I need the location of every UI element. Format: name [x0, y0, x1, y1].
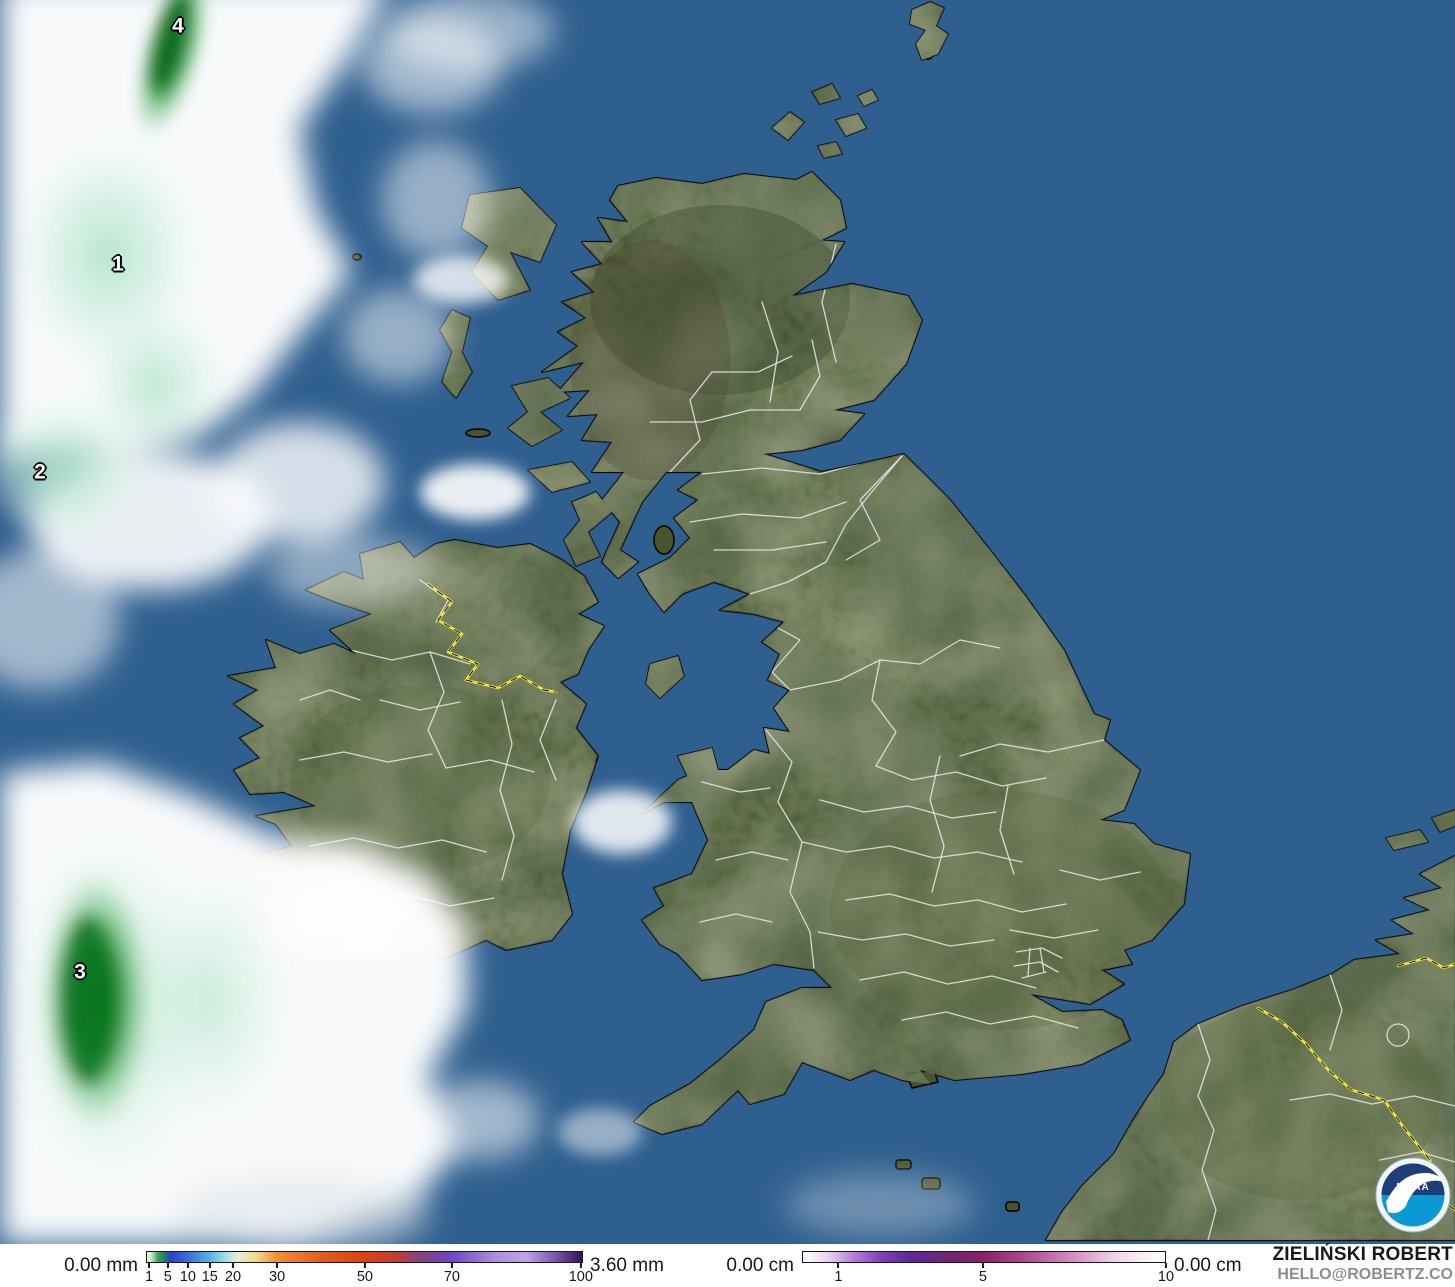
precipitation-map: NOAA [0, 0, 1455, 1244]
tick: 1 [145, 1263, 153, 1285]
tick: 15 [202, 1263, 218, 1285]
snow-colorbar [802, 1251, 1166, 1263]
author-email: HELLO@ROBERTZ.CO [1277, 1265, 1453, 1283]
cloud-overlay-detail [0, 0, 672, 1195]
snow-max-value: 0.00 cm [1174, 1255, 1242, 1276]
st-kilda [352, 253, 362, 261]
tick: 100 [569, 1263, 593, 1285]
tick: 5 [164, 1263, 172, 1285]
precip-max-value: 3.60 mm [590, 1255, 664, 1276]
admin-borders [299, 243, 1455, 1240]
tick: 30 [269, 1263, 285, 1285]
tick: 5 [979, 1263, 987, 1285]
tick: 1 [834, 1263, 842, 1285]
channel-island [1005, 1201, 1020, 1212]
credit-block: ZIELIŃSKI ROBERT HELLO@ROBERTZ.CO [1272, 1244, 1453, 1283]
channel-island [895, 1159, 912, 1170]
legend-bar: 0.00 mm 1 5 10 15 20 30 50 70 100 3.60 mm 0.00 c… [0, 1244, 1455, 1287]
arran [653, 525, 675, 555]
author-name: ZIELIŃSKI ROBERT [1272, 1244, 1453, 1265]
snow-colorbar-ticks: 1 5 10 [802, 1263, 1174, 1287]
precip-colorbar-ticks: 1 5 10 15 20 30 50 70 100 [145, 1263, 593, 1287]
tick: 50 [357, 1263, 373, 1285]
noaa-logo-text: NOAA [1396, 1182, 1429, 1193]
tick: 10 [1158, 1263, 1174, 1285]
noaa-logo: NOAA [1375, 1157, 1451, 1233]
tick: 70 [444, 1263, 460, 1285]
tick: 10 [180, 1263, 196, 1285]
precip-min-value: 0.00 mm [64, 1255, 138, 1276]
tick: 20 [225, 1263, 241, 1285]
snow-min-value: 0.00 cm [726, 1255, 794, 1276]
precip-colorbar [146, 1251, 583, 1263]
tiree [465, 428, 491, 438]
